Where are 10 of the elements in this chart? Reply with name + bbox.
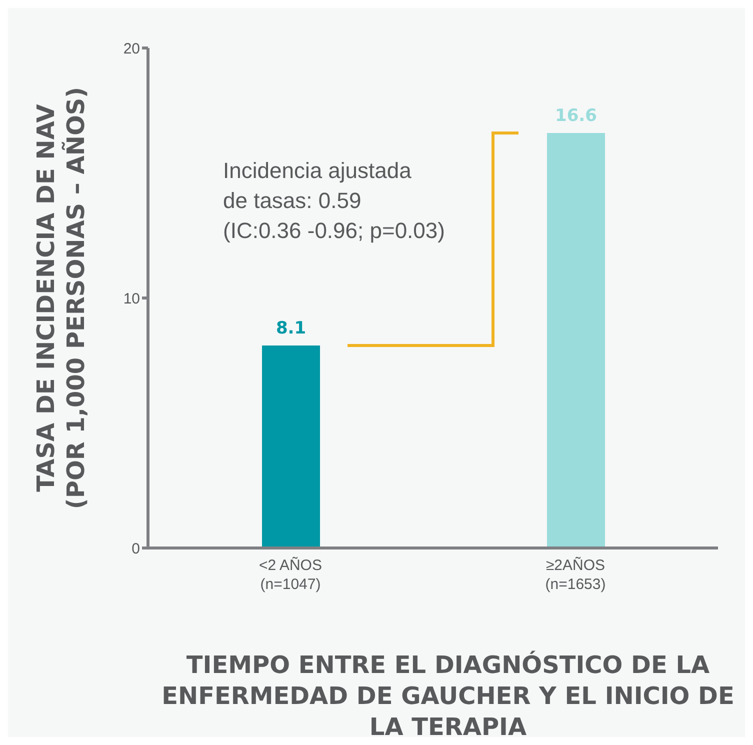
annotation: Incidencia ajustada de tasas: 0.59 (IC:0.36 -0.96; p=0.03) <box>223 156 445 245</box>
x-tick-label: <2 AÑOS (n=1047) <box>259 556 322 593</box>
data-label: 8.1 <box>276 318 306 338</box>
y-tick-label: 10 <box>123 290 140 308</box>
y-tick-label: 20 <box>123 40 140 58</box>
x-axis-title: TIEMPO ENTRE EL DIAGNÓSTICO DE LA ENFERMEDAD DE GAUCHER Y EL INICIO DE LA TERAPIA <box>160 650 736 743</box>
x-tick-label: ≥2AÑOS (n=1653) <box>545 556 606 593</box>
y-axis-title: TASA DE INCIDENCIA DE NAV (POR 1,000 PERSONAS – AÑOS) <box>32 86 90 510</box>
y-tick-label: 0 <box>132 540 140 558</box>
data-label: 16.6 <box>555 106 597 126</box>
